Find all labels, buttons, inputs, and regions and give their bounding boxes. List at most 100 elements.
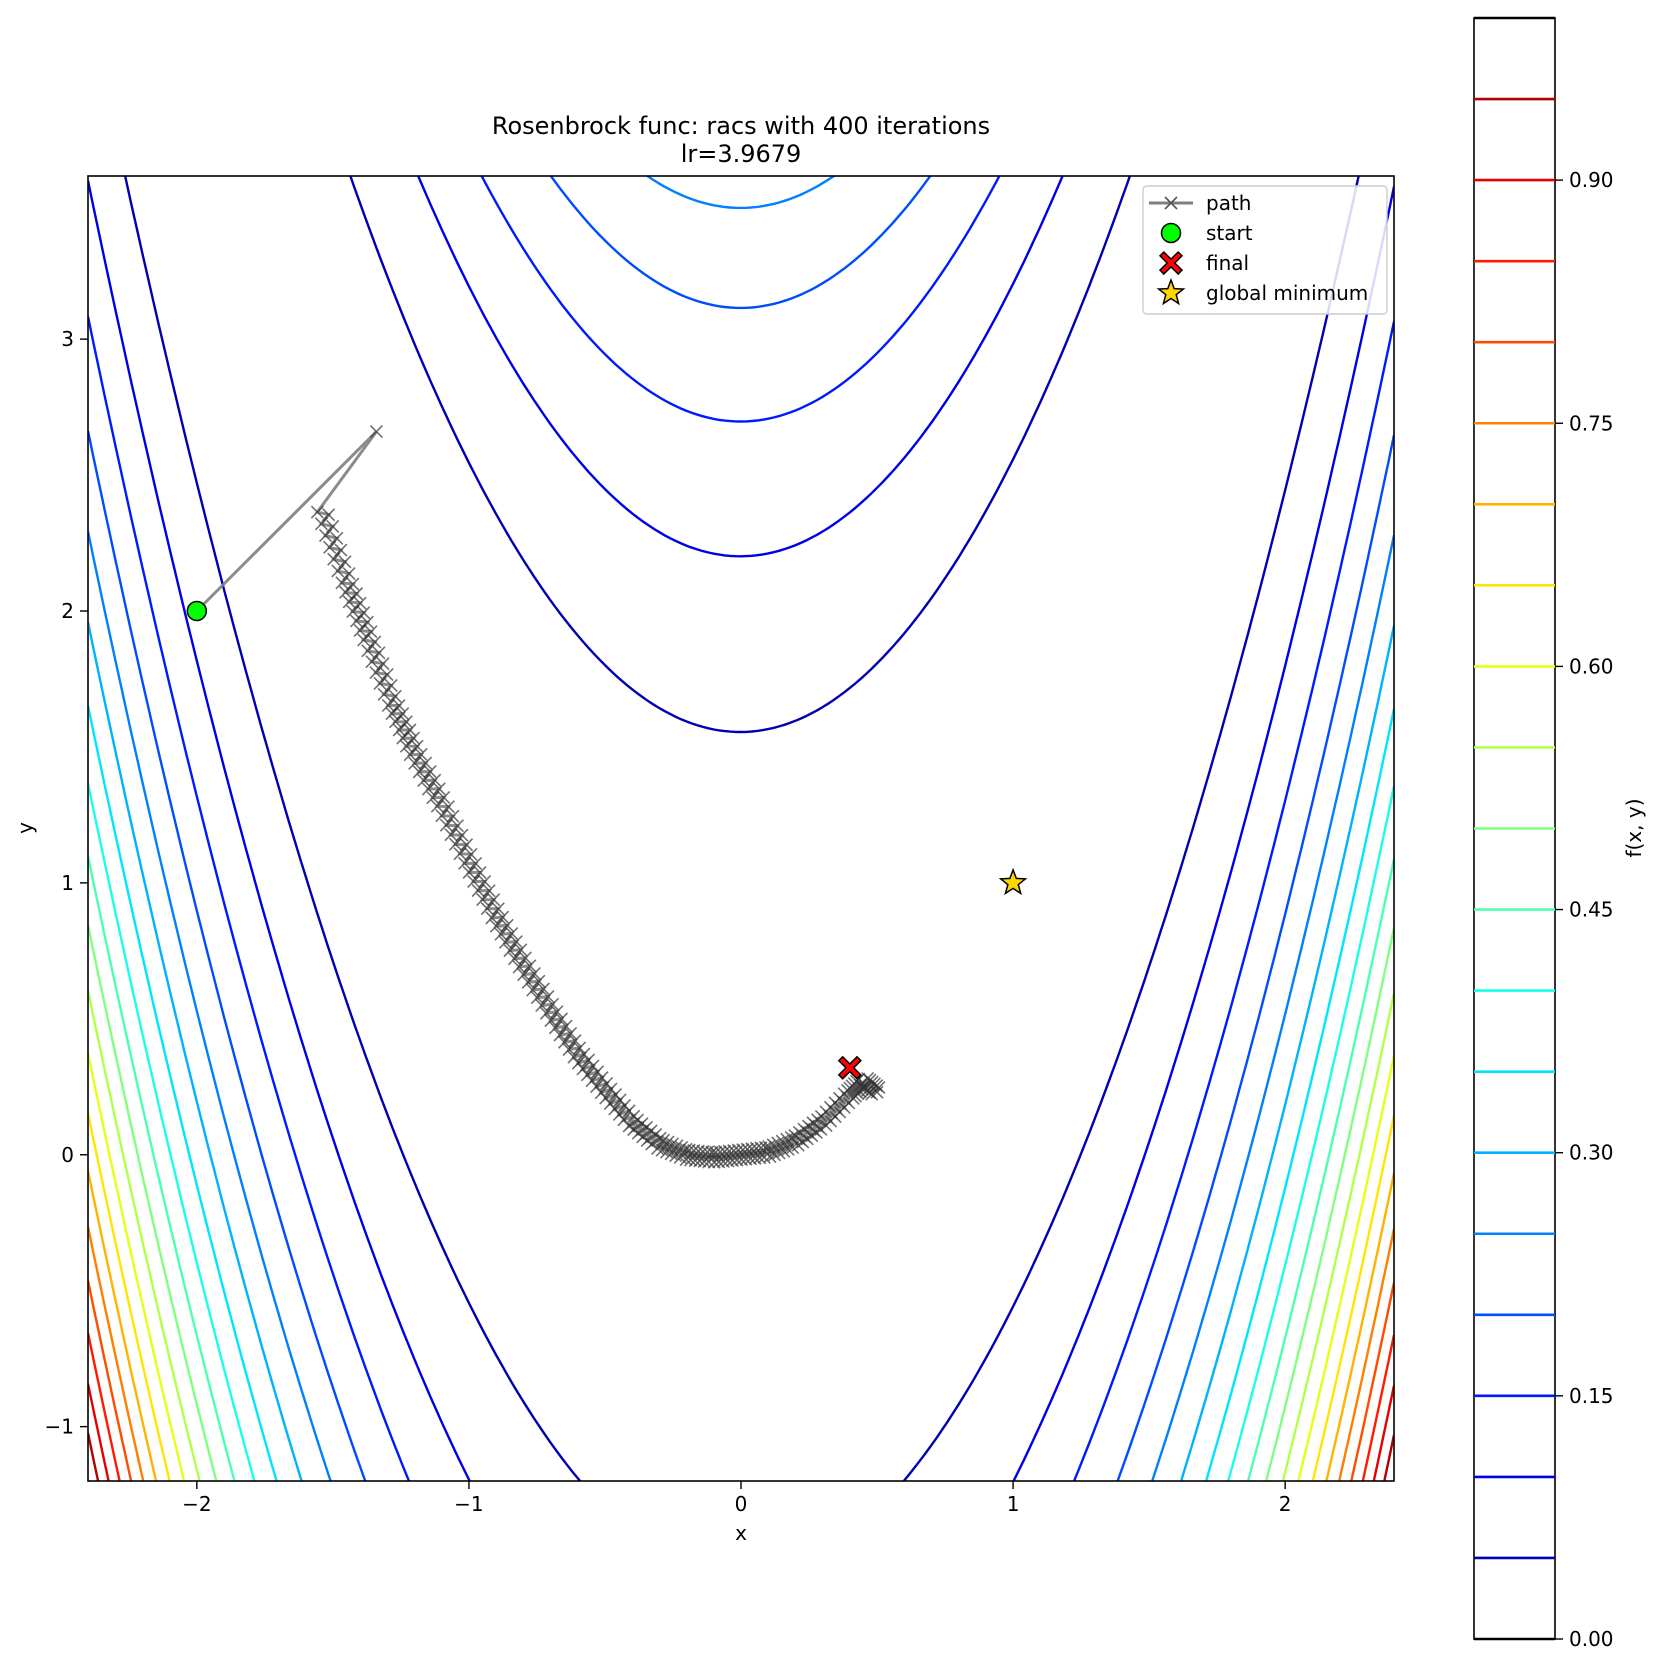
path-marker: [590, 1065, 605, 1079]
path-marker: [478, 875, 492, 889]
path-marker: [491, 902, 505, 916]
contour-line: [88, 1332, 1394, 1481]
path-marker: [435, 809, 449, 823]
colorbar-tick-label: 0.45: [1569, 898, 1614, 922]
path-marker: [562, 1042, 576, 1057]
path-marker: [448, 837, 462, 851]
contour-line: [88, 705, 1394, 1481]
path-marker: [485, 911, 499, 925]
path-marker: [381, 698, 395, 712]
path-marker: [403, 748, 417, 762]
path-marker: [872, 1080, 886, 1095]
path-marker: [473, 865, 487, 880]
y-tick-label: −1: [45, 1415, 74, 1439]
path-marker: [758, 1140, 773, 1154]
y-tick-label: 3: [61, 327, 74, 351]
path-marker: [457, 856, 472, 870]
path-marker: [541, 990, 555, 1004]
path-marker: [586, 1059, 600, 1073]
x-tick-label: 0: [735, 1492, 748, 1516]
path-marker: [489, 919, 503, 933]
x-tick-label: 1: [1007, 1492, 1020, 1516]
colorbar-tick-label: 0.15: [1569, 1384, 1614, 1408]
path-marker: [527, 966, 541, 981]
path-marker: [554, 1012, 569, 1026]
path-marker: [553, 1028, 567, 1042]
path-line: [195, 430, 881, 1163]
legend-label: start: [1206, 221, 1253, 245]
contour-line: [88, 316, 1394, 1481]
path-marker: [346, 604, 360, 618]
path-marker: [437, 790, 451, 805]
path-marker: [412, 765, 426, 779]
colorbar-tick-label: 0.00: [1569, 1627, 1614, 1651]
path-marker: [557, 1035, 572, 1049]
path-marker: [426, 791, 440, 805]
y-axis-label: y: [13, 822, 37, 834]
path-marker: [459, 838, 474, 852]
path-marker: [595, 1071, 609, 1085]
path-marker: [660, 1145, 674, 1159]
path-marker: [521, 975, 535, 989]
path-marker: [338, 555, 352, 569]
path-marker: [468, 856, 483, 871]
path-marker: [388, 715, 403, 729]
colorbar-label: f(x, y): [1622, 798, 1646, 857]
legend: path start final global minimum: [1142, 185, 1388, 315]
path-marker: [342, 595, 356, 609]
path-marker: [653, 1131, 667, 1145]
path-marker: [369, 424, 383, 439]
path-marker: [462, 865, 476, 879]
path-marker: [369, 665, 383, 680]
path-marker: [650, 1141, 665, 1155]
path-marker: [496, 910, 510, 924]
path-marker: [518, 951, 532, 965]
legend-label: global minimum: [1206, 281, 1368, 305]
path-marker: [392, 723, 406, 737]
chart-title: Rosenbrock func: racs with 400 iteration…: [492, 112, 990, 140]
path-marker: [417, 773, 431, 788]
path-marker: [702, 1155, 716, 1169]
contour-line: [88, 783, 1394, 1481]
legend-label: final: [1206, 251, 1249, 275]
path-marker: [334, 543, 348, 557]
path-marker: [342, 567, 356, 581]
contour-line: [88, 856, 1394, 1481]
path-marker: [338, 585, 353, 599]
legend-star-icon: [1156, 277, 1186, 306]
path-marker: [385, 707, 399, 721]
path-marker: [396, 731, 410, 745]
legend-path-x-icon: [1164, 196, 1178, 210]
path-marker: [664, 1147, 678, 1161]
path-marker: [365, 655, 379, 669]
path-marker: [476, 892, 490, 907]
path-marker: [581, 1053, 595, 1067]
path-marker: [455, 828, 469, 842]
path-marker: [780, 1132, 794, 1146]
path-marker: [771, 1136, 785, 1150]
contour-line: [600, 44, 883, 118]
legend-label: path: [1206, 191, 1251, 215]
path-marker: [532, 974, 546, 988]
x-tick-label: 2: [1279, 1492, 1292, 1516]
path-marker: [377, 687, 391, 701]
path-marker: [503, 943, 517, 958]
path-marker: [545, 997, 560, 1011]
start-marker: [186, 600, 208, 622]
path-marker: [376, 657, 390, 671]
path-marker: [430, 799, 444, 813]
path-marker: [384, 678, 398, 692]
optimizer-path: [190, 424, 886, 1169]
path-marker: [536, 982, 550, 996]
path-marker: [453, 847, 467, 861]
contour-line: [88, 1280, 1394, 1481]
x-axis-ticks: −2 −1 0 1 2: [182, 1481, 1292, 1516]
y-tick-label: 0: [61, 1143, 74, 1167]
path-marker: [357, 633, 371, 647]
x-tick-label: −1: [454, 1492, 483, 1516]
colorbar-tick-label: 0.75: [1569, 411, 1614, 435]
path-marker: [361, 644, 375, 658]
contour-line: [416, 176, 1064, 558]
path-marker: [539, 1006, 553, 1020]
path-marker: [512, 960, 526, 974]
